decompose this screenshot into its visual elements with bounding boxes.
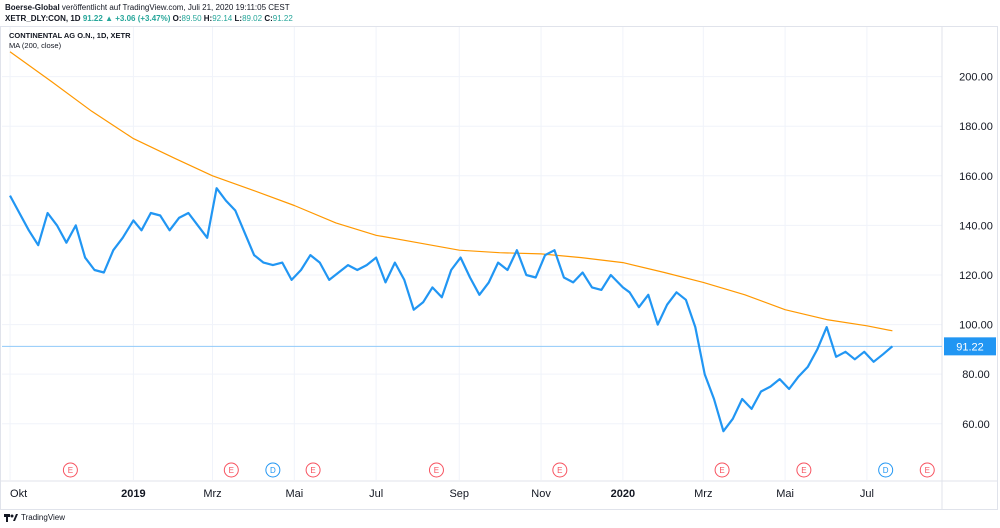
high-label: H: [203, 14, 213, 23]
event-marker-label: E [229, 466, 234, 475]
event-marker-label: E [557, 466, 562, 475]
earnings-marker[interactable] [223, 462, 239, 478]
legend-symbol: CONTINENTAL AG O.N., 1D, XETR [9, 31, 131, 40]
price-change: +3.06 (+3.47%) [115, 14, 171, 23]
x-tick-label: Okt [10, 488, 27, 500]
event-marker-label: E [68, 466, 73, 475]
tradingview-logo-icon [4, 514, 18, 522]
earnings-marker[interactable] [305, 462, 321, 478]
event-marker-label: E [310, 466, 315, 475]
y-tick-label: 60.00 [962, 419, 990, 431]
price-series-line [9, 187, 894, 433]
dividend-marker[interactable] [878, 462, 894, 478]
chart-frame [0, 26, 998, 510]
x-tick-label: Nov [531, 488, 551, 500]
quote-line: XETR_DLY:CON, 1D 91.22 ▲ +3.06 (+3.47%) … [5, 13, 293, 24]
x-tick-label: 2019 [121, 488, 145, 500]
published-text: veröffentlicht auf TradingView.com, Juli… [61, 3, 290, 12]
close-label: C: [264, 14, 273, 23]
earnings-marker[interactable] [552, 462, 568, 478]
earnings-marker[interactable] [62, 462, 78, 478]
event-marker-label: E [925, 466, 930, 475]
event-marker-label: D [883, 466, 889, 475]
publisher-name: Boerse-Global [5, 3, 60, 12]
earnings-marker[interactable] [919, 462, 935, 478]
low-label: L: [234, 14, 243, 23]
y-tick-label: 100.00 [959, 320, 993, 332]
x-tick-label: Jul [860, 488, 874, 500]
y-tick-label: 80.00 [962, 369, 990, 381]
x-tick-label: Mai [776, 488, 794, 500]
legend-ma: MA (200, close) [9, 41, 62, 50]
x-tick-label: Mrz [203, 488, 221, 500]
footer-brand: TradingView [21, 512, 66, 522]
y-tick-label: 160.00 [959, 171, 993, 183]
earnings-marker[interactable] [714, 462, 730, 478]
earnings-marker[interactable] [796, 462, 812, 478]
chart-legend: CONTINENTAL AG O.N., 1D, XETR MA (200, c… [9, 31, 131, 51]
ma-series-line [9, 51, 893, 332]
y-tick-label: 140.00 [959, 220, 993, 232]
event-marker-label: E [719, 466, 724, 475]
x-tick-label: Mai [285, 488, 303, 500]
high-value: 92.14 [212, 14, 233, 23]
price-chart[interactable]: 200.00 180.00 160.00 140.00 120.00 100.00 80.0… [0, 0, 1000, 512]
x-tick-label: Mrz [694, 488, 712, 500]
event-marker-label: D [270, 466, 276, 475]
close-value: 91.22 [272, 14, 293, 23]
publish-line: Boerse-Global veröffentlicht auf Trading… [5, 2, 293, 13]
dividend-marker[interactable] [265, 462, 281, 478]
y-tick-label: 180.00 [959, 121, 993, 133]
footer: TradingView [4, 512, 65, 522]
low-value: 89.02 [242, 14, 263, 23]
up-arrow-icon: ▲ [105, 14, 113, 23]
open-value: 89.50 [181, 14, 202, 23]
x-tick-label: 2020 [611, 488, 635, 500]
event-marker-label: E [801, 466, 806, 475]
symbol-label: XETR_DLY:CON, 1D [5, 14, 81, 23]
event-marker-label: E [434, 466, 439, 475]
last-price: 91.22 [82, 14, 103, 23]
x-tick-label: Jul [369, 488, 383, 500]
chart-header: Boerse-Global veröffentlicht auf Trading… [5, 2, 293, 24]
last-price-tag-label: 91.22 [956, 341, 984, 353]
y-tick-label: 200.00 [959, 72, 993, 84]
x-tick-label: Sep [449, 488, 469, 500]
open-label: O: [172, 14, 182, 23]
y-tick-label: 120.00 [959, 270, 993, 282]
earnings-marker[interactable] [428, 462, 444, 478]
last-price-tag [944, 337, 996, 356]
